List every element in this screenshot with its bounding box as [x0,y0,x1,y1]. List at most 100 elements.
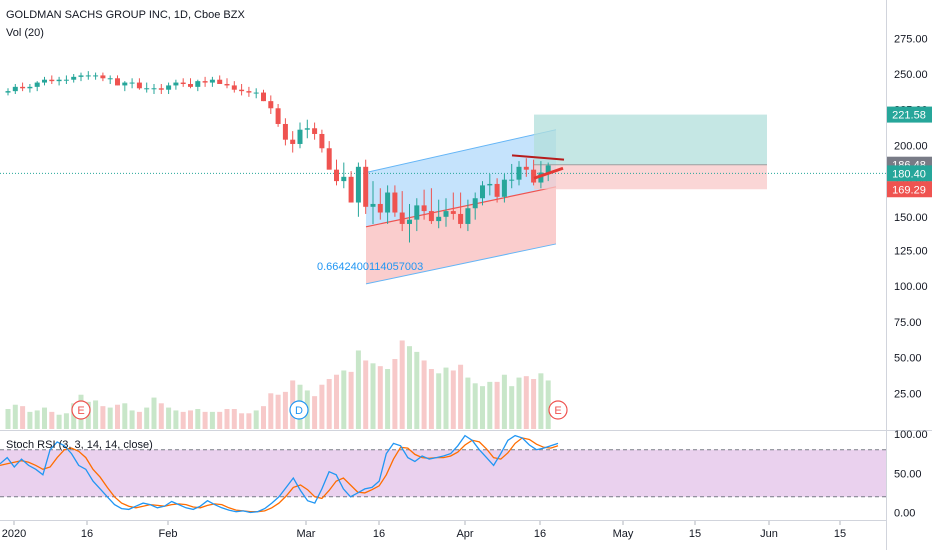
candle-body [363,166,369,207]
candle-body [443,211,449,217]
position-loss-zone [534,164,767,190]
stoch-axis-tick: 0.00 [894,508,915,520]
price-axis-tick: 100.00 [894,281,928,293]
volume-bar [166,407,172,429]
candle-body [144,88,150,90]
volume-bar [268,393,274,429]
price-tag [887,181,932,198]
channel-value-label: 0.6642400114057003 [317,261,423,273]
candle-body [224,83,230,86]
candle-body [465,208,471,224]
volume-bar [465,377,471,429]
candle-body [509,179,515,181]
volume-bar [100,406,106,429]
position-profit-zone [534,114,767,165]
candle-body [275,108,281,124]
event-marker-label: D [295,405,303,417]
volume-bar [487,381,493,429]
stoch-axis-tick: 50.00 [894,468,922,480]
candle-body [34,82,40,87]
candle-body [399,212,405,224]
volume-bar [531,379,537,429]
volume-bar [136,411,142,429]
candle-body [312,128,318,134]
candle-body [268,101,274,109]
volume-bar [173,410,179,429]
candle-body [545,165,551,173]
volume-bar [253,410,259,429]
candle-body [334,169,339,182]
volume-bar [20,406,26,429]
price-tag [887,106,932,123]
candle-body [450,211,456,214]
volume-bar [326,379,332,429]
volume-bar [363,360,369,429]
time-axis-tick: 16 [534,528,546,540]
candle-body [355,166,361,203]
price-tag-label: 180.40 [892,168,926,180]
candle-body [261,92,266,102]
support-trendline [533,166,564,180]
candle-body [480,185,485,199]
volume-bar [246,413,252,429]
volume-bar [122,403,128,429]
volume-bar [545,380,551,429]
candle-body [246,91,252,93]
event-marker-label: E [554,405,561,417]
candle-body [115,78,120,86]
volume-bar [261,406,266,429]
candle-body [377,203,383,213]
time-axis-tick: Apr [456,528,473,540]
candle-body [188,83,193,87]
time-axis-tick: 15 [689,528,701,540]
channel-lower-fill [366,186,556,284]
stoch-d-line [0,437,559,513]
volume-bar [385,369,391,429]
volume-bar [56,414,62,429]
time-axis-tick: 16 [81,528,93,540]
candle-body [209,79,215,83]
candle-body [136,82,142,89]
volume-bar [27,411,33,429]
price-axis-tick: 25.00 [894,388,922,400]
volume-bar [34,410,40,429]
volume-bar [436,373,442,429]
volume-bar [501,374,507,429]
candle-body [516,166,522,180]
price-axis-tick: 150.00 [894,212,928,224]
candle-body [180,82,186,84]
volume-bar [115,404,120,429]
volume-bar [217,411,223,429]
candle-body [523,166,529,170]
candle-body [428,211,434,222]
time-axis-tick: Feb [159,528,178,540]
volume-bar [472,383,478,429]
candle-body [297,129,303,144]
volume-bar [282,391,288,429]
candle-body [195,81,201,87]
candle-body [487,183,493,186]
candle-body [239,89,245,92]
volume-bar [63,413,69,429]
price-axis-tick: 200.00 [894,140,928,152]
price-axis-tick: 125.00 [894,246,928,258]
time-axis-tick: May [613,528,634,540]
candle-body [385,192,391,213]
channel-upper-fill [366,129,556,227]
volume-bar [458,364,464,429]
volume-bar [516,377,522,429]
candle-body [282,123,288,140]
volume-bar [107,407,113,429]
volume-bar [334,374,339,429]
candle-body [319,133,325,149]
candle-body [501,179,507,197]
volume-bar [188,410,193,429]
candle-body [63,79,69,81]
volume-bar [180,411,186,429]
stoch-k-line [0,434,559,514]
candle-body [202,81,208,83]
candle-body [173,82,179,86]
candle-body [217,79,223,84]
